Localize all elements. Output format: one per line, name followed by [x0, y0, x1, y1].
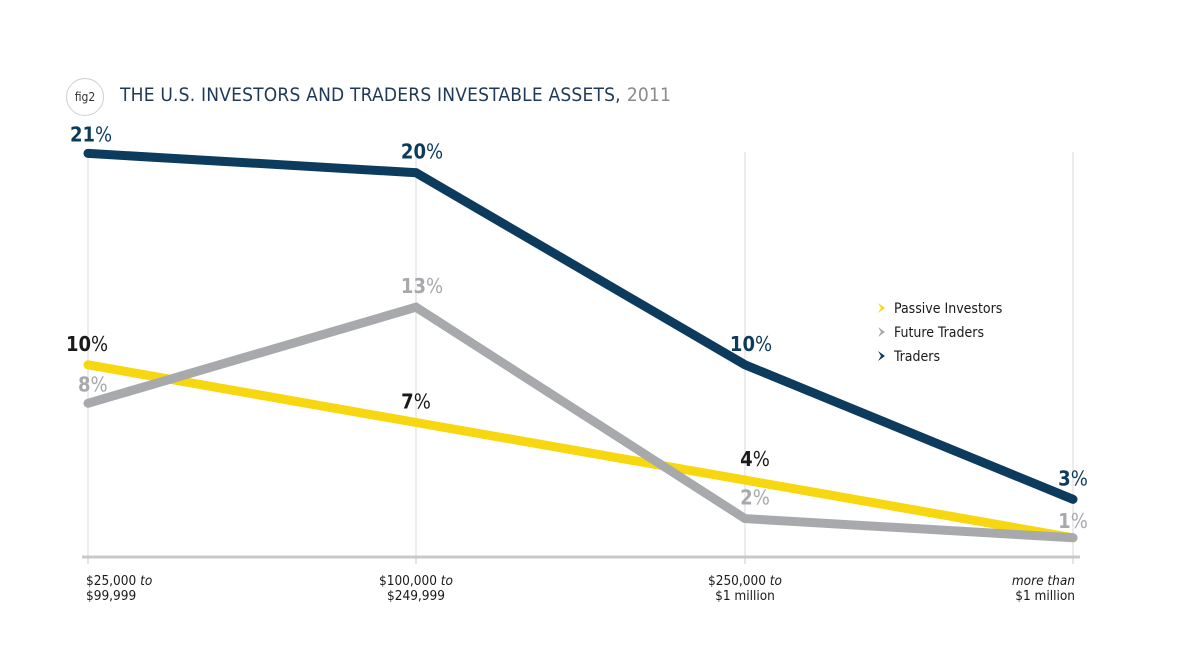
data-label-future-traders-2: 2% — [740, 486, 770, 510]
x-tick-label-1-line2: $249,999 — [387, 588, 445, 604]
x-tick-label-2-line1: $250,000 to — [708, 573, 782, 589]
series-line-traders — [83, 148, 1078, 504]
x-tick-label-0-line1: $25,000 to — [86, 573, 152, 589]
legend-label-traders: Traders — [893, 349, 940, 365]
data-label-future-traders-1: 13% — [401, 274, 443, 298]
data-label-future-traders-3: 1% — [1058, 509, 1088, 533]
x-tick-label-1-line1: $100,000 to — [379, 573, 453, 589]
series-line-future-traders — [83, 302, 1078, 543]
legend-marker-future-traders — [878, 327, 885, 337]
legend-marker-passive-investors — [878, 303, 885, 313]
data-label-future-traders-0: 8% — [78, 372, 108, 396]
data-label-traders-0: 21% — [70, 122, 112, 146]
x-tick-label-3-line2: $1 million — [1015, 588, 1075, 604]
legend-label-passive-investors: Passive Investors — [894, 301, 1002, 317]
data-label-passive-investors-1: 7% — [401, 389, 431, 413]
legend-label-future-traders: Future Traders — [894, 325, 984, 341]
legend-marker-traders — [878, 351, 885, 361]
data-label-traders-2: 10% — [730, 332, 772, 356]
series-line-passive-investors — [83, 360, 1078, 543]
data-label-passive-investors-2: 4% — [740, 447, 770, 471]
data-label-traders-3: 3% — [1058, 466, 1088, 490]
x-tick-label-2-line2: $1 million — [715, 588, 775, 604]
chart-title: THE U.S. INVESTORS AND TRADERS INVESTABL… — [120, 84, 671, 106]
chart-title-year: 2011 — [626, 84, 672, 106]
data-label-traders-1: 20% — [401, 140, 443, 164]
chart-title-text: THE U.S. INVESTORS AND TRADERS INVESTABL… — [120, 84, 621, 106]
data-label-passive-investors-0: 10% — [66, 332, 108, 356]
x-tick-label-0-line2: $99,999 — [86, 588, 136, 604]
figure-badge: fig2 — [66, 78, 104, 116]
x-tick-label-3-line1: more than — [1012, 573, 1075, 589]
